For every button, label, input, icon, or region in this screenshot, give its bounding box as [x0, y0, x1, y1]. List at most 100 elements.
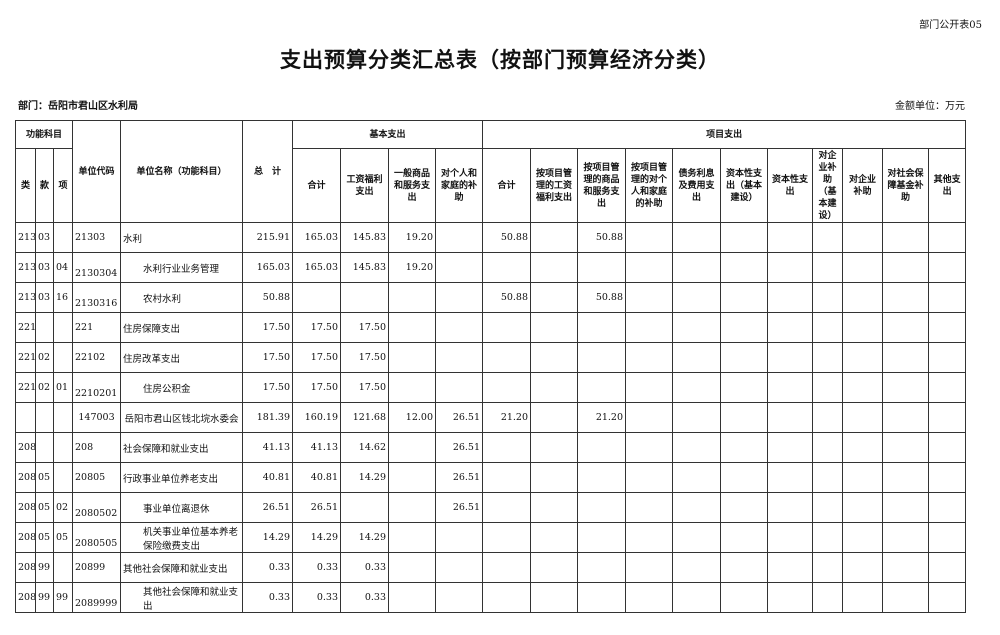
- cell-amount: [530, 522, 579, 553]
- cell-amount: [530, 282, 579, 313]
- cell-kuan: [35, 432, 54, 463]
- cell-amount: [625, 342, 674, 373]
- cell-lei: 221: [15, 372, 36, 403]
- table-row: 221 02 22102 住房改革支出 17.50 17.50 17.50: [15, 342, 967, 373]
- cell-amount: 14.29: [292, 522, 341, 553]
- cell-amount: [530, 582, 579, 613]
- cell-amount: [767, 552, 814, 583]
- header-lei: 类: [15, 148, 36, 223]
- cell-amount: [882, 282, 930, 313]
- cell-kuan: 05: [35, 462, 54, 493]
- cell-amount: [340, 492, 389, 523]
- cell-amount: [928, 582, 967, 613]
- cell-amount: [812, 462, 844, 493]
- cell-amount: [720, 282, 769, 313]
- cell-amount: [842, 552, 884, 583]
- cell-unit-code: 22102: [72, 342, 121, 373]
- cell-amount: [340, 282, 389, 313]
- cell-amount: [434, 522, 484, 553]
- cell-lei: 213: [15, 222, 36, 253]
- cell-amount: 0.33: [340, 582, 389, 613]
- cell-amount: [434, 552, 484, 583]
- header-project-col: 合计: [482, 148, 532, 223]
- cell-amount: [530, 402, 579, 433]
- cell-amount: [928, 552, 967, 583]
- cell-lei: 208: [15, 432, 36, 463]
- cell-amount: [882, 312, 930, 343]
- cell-unit-code: 2130316: [72, 282, 121, 313]
- cell-amount: [672, 252, 722, 283]
- cell-amount: 121.68: [340, 402, 389, 433]
- table-row: 208 05 02 2080502 事业单位离退休 26.51 26.51 26.51: [15, 492, 967, 523]
- cell-kuan: 03: [35, 282, 54, 313]
- header-unit-code: 单位代码: [72, 120, 121, 223]
- cell-xiang: 01: [53, 372, 73, 403]
- cell-amount: [842, 492, 884, 523]
- cell-amount: [812, 282, 844, 313]
- cell-amount: [812, 252, 844, 283]
- table-row: 213 03 16 2130316 农村水利 50.88 50.88 50.88: [15, 282, 967, 313]
- cell-amount: [672, 582, 722, 613]
- cell-amount: 0.33: [292, 552, 341, 583]
- table-row: 208 99 99 2089999 其他社会保障和就业支出 0.33 0.33 0.33: [15, 582, 967, 613]
- cell-amount: [625, 582, 674, 613]
- cell-amount: [812, 222, 844, 253]
- cell-amount: 145.83: [340, 222, 389, 253]
- cell-unit-name: 行政事业单位养老支出: [120, 462, 243, 493]
- cell-amount: [928, 522, 967, 553]
- cell-amount: [812, 552, 844, 583]
- cell-xiang: [53, 462, 73, 493]
- cell-amount: [882, 402, 930, 433]
- cell-amount: 26.51: [434, 402, 484, 433]
- cell-amount: [767, 342, 814, 373]
- cell-amount: [720, 402, 769, 433]
- cell-amount: [928, 492, 967, 523]
- cell-amount: [482, 492, 532, 523]
- cell-unit-code: 21303: [72, 222, 121, 253]
- cell-amount: [292, 282, 341, 313]
- cell-amount: [767, 582, 814, 613]
- cell-xiang: [53, 222, 73, 253]
- cell-amount: 40.81: [292, 462, 341, 493]
- cell-amount: [767, 522, 814, 553]
- cell-amount: 26.51: [242, 492, 293, 523]
- cell-amount: 160.19: [292, 402, 341, 433]
- cell-amount: [482, 432, 532, 463]
- cell-amount: [812, 492, 844, 523]
- cell-lei: 213: [15, 252, 36, 283]
- header-basic-col: 合计: [292, 148, 341, 223]
- header-xiang: 项: [53, 148, 73, 223]
- cell-amount: [625, 372, 674, 403]
- cell-amount: [672, 372, 722, 403]
- cell-amount: [482, 462, 532, 493]
- cell-amount: [577, 492, 627, 523]
- cell-amount: [434, 372, 484, 403]
- cell-amount: [577, 462, 627, 493]
- cell-amount: [672, 312, 722, 343]
- cell-amount: [882, 342, 930, 373]
- cell-amount: [767, 312, 814, 343]
- cell-amount: [842, 462, 884, 493]
- cell-amount: [577, 342, 627, 373]
- header-kuan: 款: [35, 148, 54, 223]
- header-project-col: 资本性支出（基本建设）: [720, 148, 769, 223]
- cell-xiang: [53, 432, 73, 463]
- cell-amount: [928, 402, 967, 433]
- cell-amount: [625, 282, 674, 313]
- cell-amount: [625, 432, 674, 463]
- cell-amount: [388, 312, 436, 343]
- header-project-col: 其他支出: [928, 148, 967, 223]
- cell-amount: [530, 432, 579, 463]
- cell-amount: [672, 492, 722, 523]
- cell-amount: 41.13: [242, 432, 293, 463]
- cell-amount: [625, 252, 674, 283]
- cell-kuan: 99: [35, 582, 54, 613]
- header-basic-col: 工资福利支出: [340, 148, 389, 223]
- header-project: 项目支出: [482, 120, 967, 149]
- cell-amount: [720, 432, 769, 463]
- cell-unit-name: 水利行业业务管理: [120, 252, 243, 283]
- cell-unit-code: 208: [72, 432, 121, 463]
- cell-amount: [842, 312, 884, 343]
- cell-amount: [767, 432, 814, 463]
- header-project-col: 按项目管理的商品和服务支出: [577, 148, 627, 223]
